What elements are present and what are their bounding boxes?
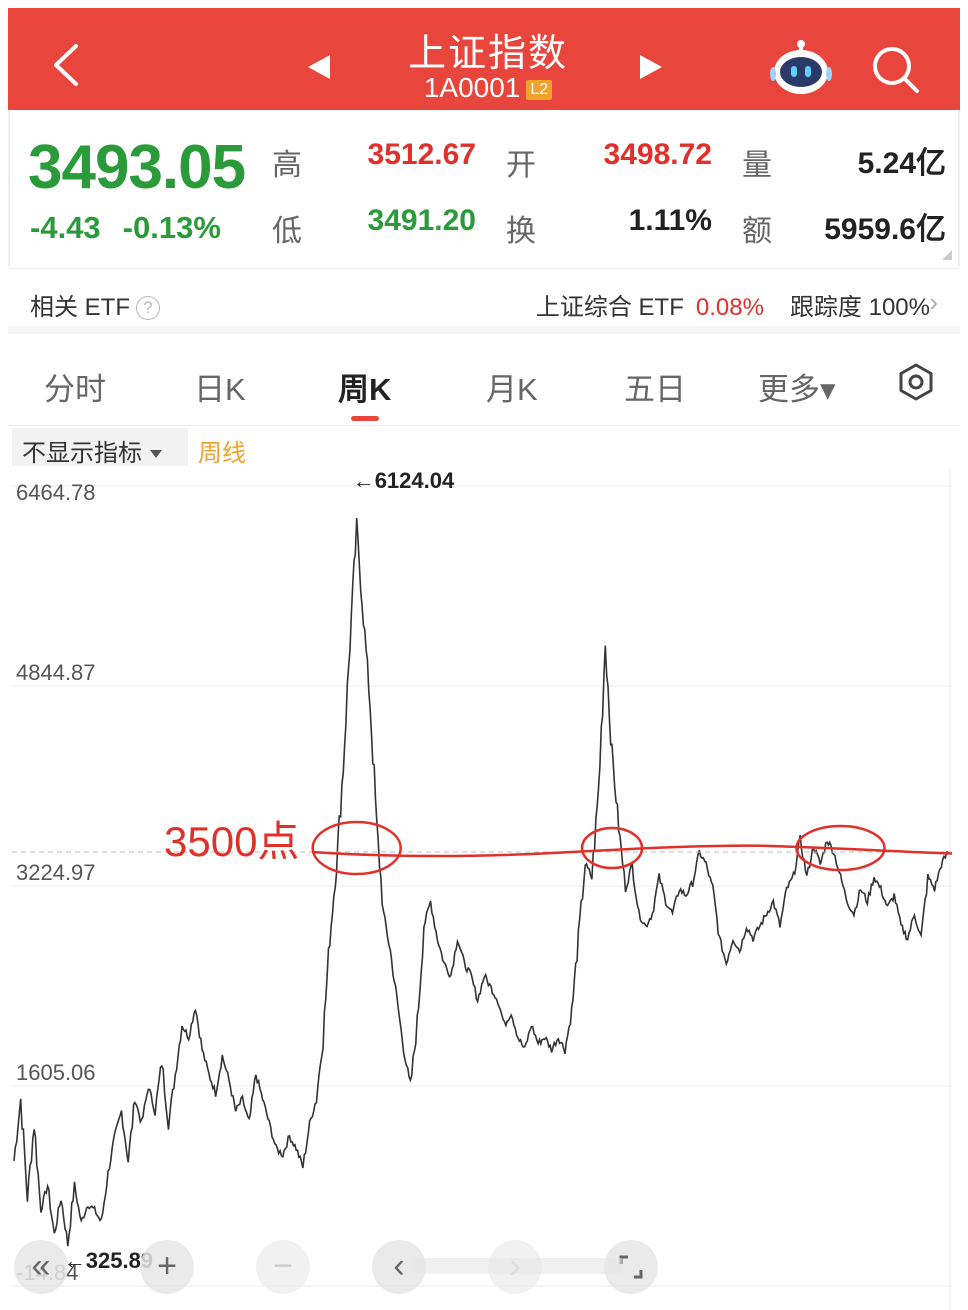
chevron-right-icon[interactable]: ›	[929, 287, 938, 317]
tab-weekly-k[interactable]: 周K	[338, 372, 392, 407]
min-price-annotation: ←325.89	[63, 1247, 154, 1273]
chart-period-tabs: 分时 日K 周K 月K 五日 更多▾	[8, 342, 960, 426]
turnover-value: 1.11%	[628, 204, 712, 237]
tab-daily-k[interactable]: 日K	[194, 372, 246, 407]
touch-circle	[311, 820, 402, 876]
low-value: 3491.20	[367, 204, 476, 237]
volume-label: 量	[742, 149, 772, 182]
indicator-select[interactable]: 不显示指标	[12, 428, 188, 467]
etf-info[interactable]: 上证综合 ETF 0.08% 跟踪度 100%	[536, 287, 930, 322]
etf-label-group: 相关 ETF?	[30, 287, 160, 322]
etf-label: 相关 ETF	[30, 294, 130, 321]
triangle-right-icon[interactable]	[636, 52, 666, 82]
turnover-label: 换	[506, 215, 536, 248]
tab-intraday[interactable]: 分时	[44, 372, 106, 407]
zoom-out-button[interactable]: −	[256, 1240, 310, 1294]
help-icon[interactable]: ?	[136, 296, 160, 320]
kline-chart[interactable]: 6464.78 4844.87 3224.97 1605.06 -14.84 ←…	[12, 468, 952, 1310]
etf-name: 上证综合 ETF	[535, 294, 684, 321]
tab-five-day[interactable]: 五日	[624, 372, 686, 407]
zoom-in-button[interactable]: +	[140, 1240, 194, 1294]
change-value: -4.43	[30, 210, 101, 245]
open-label: 开	[506, 149, 536, 182]
top-header: 上证指数 1A0001 L2	[8, 8, 960, 110]
weekly-line-label: 周线	[198, 440, 246, 467]
y-tick-label: 6464.78	[16, 480, 96, 505]
dropdown-arrow-icon	[150, 450, 162, 458]
indicator-bar: 不显示指标 周线	[12, 428, 952, 468]
active-tab-indicator	[351, 416, 379, 421]
open-value: 3498.72	[603, 138, 712, 171]
last-price: 3493.05	[28, 133, 246, 202]
jump-first-button[interactable]: «	[14, 1240, 68, 1294]
level-badge: L2	[526, 79, 553, 100]
high-label: 高	[272, 149, 302, 182]
low-label: 低	[272, 215, 302, 248]
annotation-layer	[12, 820, 952, 876]
tab-monthly-k[interactable]: 月K	[486, 372, 538, 407]
change-percent: -0.13%	[122, 210, 221, 245]
price-series-line	[13, 518, 949, 1247]
triangle-left-icon[interactable]	[304, 52, 334, 82]
robot-icon[interactable]	[770, 38, 832, 98]
tracking-label: 跟踪度	[789, 294, 862, 321]
y-tick-label: 1605.06	[16, 1060, 96, 1085]
high-value: 3512.67	[367, 138, 476, 171]
amount-value: 5959.6亿	[824, 213, 946, 246]
stock-code-row: 1A0001 L2	[348, 72, 628, 104]
tracking-value: 100%	[868, 294, 930, 321]
chart-canvas	[12, 468, 952, 1310]
level-annotation-line	[311, 844, 952, 858]
level-annotation-text: 3500点	[164, 818, 300, 866]
indicator-select-label: 不显示指标	[22, 440, 142, 467]
touch-circle	[795, 824, 886, 872]
y-tick-label: 4844.87	[16, 660, 96, 685]
volume-value: 5.24亿	[857, 147, 946, 180]
expand-corner-icon[interactable]	[942, 250, 952, 260]
y-tick-label: 3224.97	[16, 860, 96, 885]
page-title: 上证指数	[407, 33, 568, 75]
watermark-bar	[412, 1258, 622, 1274]
chevron-left-icon[interactable]	[46, 40, 86, 90]
stock-code: 1A0001	[423, 72, 521, 103]
related-etf-row[interactable]: 相关 ETF? 上证综合 ETF 0.08% 跟踪度 100% ›	[8, 268, 960, 334]
amount-label: 额	[742, 215, 772, 248]
tab-more[interactable]: 更多▾	[758, 372, 836, 407]
settings-icon[interactable]	[896, 362, 936, 402]
price-change: -4.43 -0.13%	[30, 210, 221, 246]
search-icon[interactable]	[870, 44, 922, 96]
max-price-annotation: ←6124.04	[352, 468, 455, 494]
quote-panel: 3493.05 -4.43 -0.13% 高 3512.67 低 3491.20 …	[8, 110, 960, 266]
chart-grid	[12, 468, 952, 1310]
touch-circle	[580, 826, 644, 870]
etf-percent: 0.08%	[695, 294, 764, 321]
